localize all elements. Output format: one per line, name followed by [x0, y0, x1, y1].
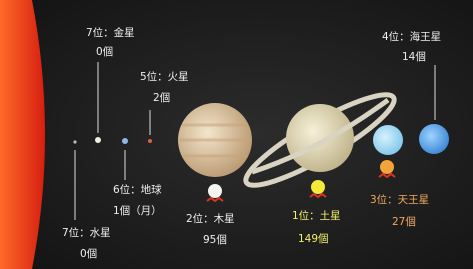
mercury [73, 140, 76, 143]
rank-label: 4位：海王星 [382, 30, 441, 43]
moon-icon [311, 180, 325, 194]
venus [95, 137, 101, 143]
moon-count: 149個 [298, 232, 329, 245]
moon-count: 0個 [80, 247, 97, 260]
rank-label: 3位：天王星 [370, 193, 429, 206]
moon-count: 14個 [402, 50, 426, 63]
moon-count: 27個 [392, 215, 416, 228]
rank-label: 2位：木星 [186, 212, 235, 225]
rank-label: 7位：金星 [86, 26, 135, 39]
neptune [419, 124, 449, 154]
earth [122, 138, 128, 144]
moon-count: 2個 [153, 91, 170, 104]
moon-count: 95個 [203, 233, 227, 246]
moon-count: 1個（月） [113, 204, 162, 217]
saturn [286, 104, 354, 172]
mars [148, 139, 152, 143]
rank-label: 1位：土星 [292, 209, 341, 222]
rank-label: 5位：火星 [140, 70, 189, 83]
rank-label: 6位：地球 [113, 183, 162, 196]
slide: 7位：水星 0個 7位：金星 0個 6位：地球 1個（月） 5位：火星 2個 2… [0, 0, 473, 269]
sun [0, 0, 45, 269]
moon-count: 0個 [96, 45, 113, 58]
rank-label: 7位：水星 [62, 226, 111, 239]
uranus [373, 125, 403, 155]
moon-icon [380, 160, 394, 174]
moon-icon [208, 184, 222, 198]
